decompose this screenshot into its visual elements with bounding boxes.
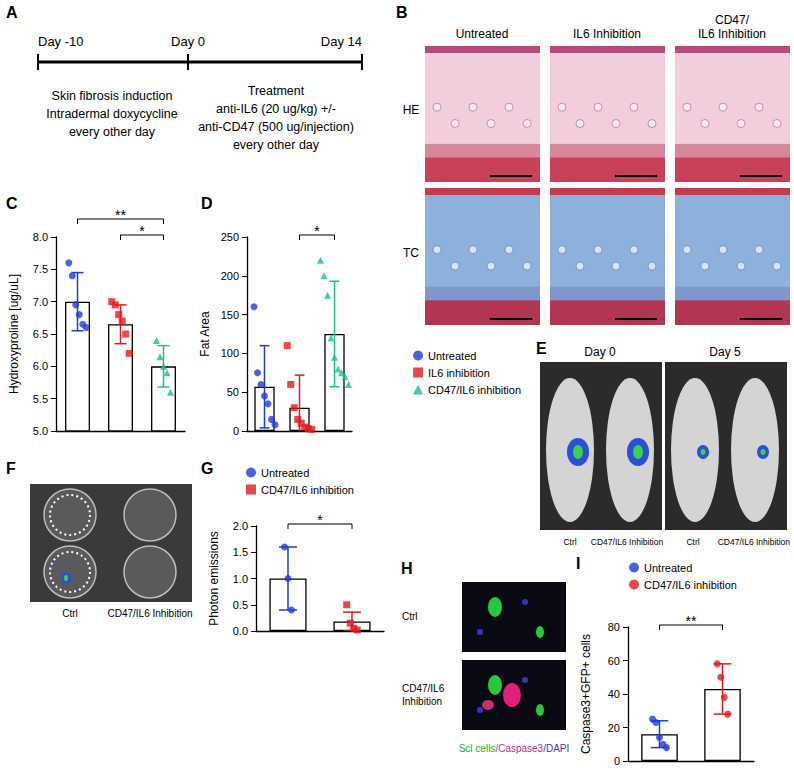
svg-text:CD47/IL6 inhibition: CD47/IL6 inhibition [644, 579, 737, 591]
html-text:D: D [201, 195, 213, 212]
svg-text:1.0: 1.0 [233, 573, 248, 585]
html-text:E: E [536, 340, 547, 357]
html-text:I: I [576, 555, 581, 572]
svg-text:IL6 inhibition: IL6 inhibition [428, 367, 490, 379]
svg-text:Ctrl: Ctrl [402, 611, 418, 622]
svg-text:60: 60 [608, 655, 620, 667]
svg-text:2.0: 2.0 [233, 520, 248, 532]
svg-text:IL6 Inhibition: IL6 Inhibition [573, 27, 641, 41]
svg-text:0: 0 [614, 755, 620, 767]
svg-text:*: * [314, 223, 320, 239]
svg-text:0.0: 0.0 [233, 625, 248, 637]
svg-text:6.0: 6.0 [33, 360, 48, 372]
svg-text:CD47/IL6 inhibition: CD47/IL6 inhibition [428, 384, 521, 396]
svg-text:anti-IL6 (20 ug/kg) +/-: anti-IL6 (20 ug/kg) +/- [216, 102, 336, 116]
svg-text:0.5: 0.5 [233, 599, 248, 611]
html-text:A: A [6, 4, 18, 21]
html-text:C: C [6, 195, 18, 212]
svg-text:1.5: 1.5 [233, 546, 248, 558]
html-text:F: F [6, 460, 16, 477]
svg-text:Ctrl: Ctrl [563, 537, 576, 547]
svg-text:CD47/IL6 inhibition: CD47/IL6 inhibition [261, 484, 354, 496]
svg-text:HE: HE [403, 103, 420, 117]
svg-text:150: 150 [221, 309, 239, 321]
html-text:H: H [401, 560, 413, 577]
svg-text:CD47/: CD47/ [715, 13, 750, 27]
svg-text:*: * [139, 223, 145, 239]
svg-text:0: 0 [233, 425, 239, 437]
svg-text:40: 40 [608, 688, 620, 700]
svg-text:**: ** [115, 207, 126, 223]
svg-text:7.0: 7.0 [33, 296, 48, 308]
svg-text:**: ** [686, 613, 697, 629]
html-text:G: G [201, 460, 214, 477]
svg-text:Ctrl: Ctrl [686, 537, 699, 547]
svg-text:CD47/IL6 Inhibition: CD47/IL6 Inhibition [591, 537, 664, 547]
svg-text:Skin fibrosis induction: Skin fibrosis induction [52, 89, 173, 103]
svg-text:Inhibition: Inhibition [402, 696, 442, 707]
svg-text:Ctrl: Ctrl [62, 608, 78, 619]
svg-text:*: * [317, 512, 323, 528]
svg-text:8.0: 8.0 [33, 231, 48, 243]
svg-text:Treatment: Treatment [248, 84, 305, 98]
svg-text:Scl cells/Caspase3/DAPI: Scl cells/Caspase3/DAPI [459, 743, 570, 754]
svg-text:every other day: every other day [233, 138, 320, 152]
svg-text:200: 200 [221, 270, 239, 282]
svg-text:CD47/IL6 Inhibition: CD47/IL6 Inhibition [718, 537, 791, 547]
svg-text:Day 0: Day 0 [584, 345, 616, 359]
svg-text:50: 50 [227, 386, 239, 398]
svg-text:anti-CD47 (500 ug/injection): anti-CD47 (500 ug/injection) [198, 120, 354, 134]
svg-text:5.0: 5.0 [33, 425, 48, 437]
svg-text:Day 14: Day 14 [321, 34, 362, 49]
svg-text:20: 20 [608, 722, 620, 734]
svg-text:CD47/IL6 Inhibition: CD47/IL6 Inhibition [107, 608, 192, 619]
svg-text:5.5: 5.5 [33, 393, 48, 405]
svg-text:Day 5: Day 5 [709, 345, 741, 359]
svg-text:100: 100 [221, 347, 239, 359]
svg-text:80: 80 [608, 621, 620, 633]
svg-text:Hydroxyproline [ug/uL]: Hydroxyproline [ug/uL] [7, 274, 21, 394]
svg-text:Intradermal doxycycline: Intradermal doxycycline [46, 107, 177, 121]
html-text:B: B [396, 4, 408, 21]
svg-text:Fat Area: Fat Area [198, 311, 212, 357]
svg-text:Untreated: Untreated [456, 27, 509, 41]
svg-text:Untreated: Untreated [428, 350, 476, 362]
svg-text:Untreated: Untreated [644, 562, 692, 574]
svg-text:IL6 Inhibition: IL6 Inhibition [698, 27, 766, 41]
svg-text:every other day: every other day [69, 125, 156, 139]
svg-text:7.5: 7.5 [33, 263, 48, 275]
svg-text:250: 250 [221, 231, 239, 243]
svg-text:Untreated: Untreated [261, 467, 309, 479]
svg-text:Photon emissions: Photon emissions [207, 531, 221, 626]
svg-text:6.5: 6.5 [33, 328, 48, 340]
svg-text:Caspase3+GFP+ cells: Caspase3+GFP+ cells [579, 634, 593, 754]
svg-text:Day -10: Day -10 [38, 34, 84, 49]
svg-text:Day 0: Day 0 [171, 34, 205, 49]
svg-text:CD47/IL6: CD47/IL6 [402, 683, 445, 694]
svg-text:TC: TC [403, 246, 419, 260]
